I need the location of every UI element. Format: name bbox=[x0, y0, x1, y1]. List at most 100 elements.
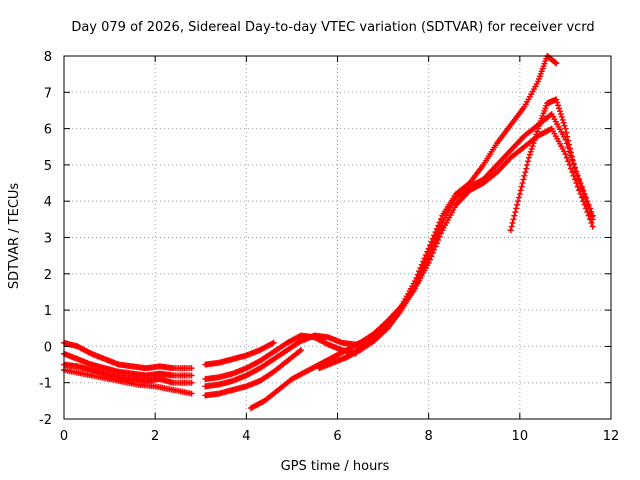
data-point bbox=[523, 165, 530, 172]
data-point bbox=[562, 151, 569, 158]
y-tick-label: 5 bbox=[44, 159, 52, 174]
x-tick-label: 10 bbox=[512, 429, 529, 444]
series-arc-1 bbox=[61, 339, 195, 372]
data-point bbox=[437, 223, 444, 230]
y-tick-label: 8 bbox=[44, 50, 52, 65]
data-point bbox=[553, 60, 560, 67]
series-arc-3 bbox=[61, 361, 195, 386]
x-axis-label: GPS time / hours bbox=[281, 459, 390, 474]
data-point bbox=[425, 259, 432, 266]
data-point bbox=[558, 113, 565, 120]
data-point bbox=[432, 229, 439, 236]
data-point bbox=[418, 261, 425, 268]
data-point bbox=[513, 205, 520, 212]
data-point bbox=[435, 222, 442, 229]
data-point bbox=[515, 198, 522, 205]
series-arc-8 bbox=[202, 347, 305, 399]
data-point bbox=[416, 268, 423, 275]
data-point bbox=[418, 268, 425, 275]
series-arc-7 bbox=[202, 332, 373, 390]
chart-title: Day 079 of 2026, Sidereal Day-to-day VTE… bbox=[71, 20, 594, 35]
data-point bbox=[517, 187, 524, 194]
data-point bbox=[570, 161, 577, 168]
data-point bbox=[533, 131, 540, 138]
data-point bbox=[525, 154, 532, 161]
data-point bbox=[421, 262, 428, 269]
data-point bbox=[425, 245, 432, 252]
data-point bbox=[518, 183, 525, 190]
data-point bbox=[422, 259, 429, 266]
data-point bbox=[429, 242, 436, 249]
data-point bbox=[520, 176, 527, 183]
data-point bbox=[567, 149, 574, 156]
data-marks bbox=[61, 53, 596, 412]
data-point bbox=[556, 105, 563, 112]
y-tick-label: 0 bbox=[44, 340, 52, 355]
data-point bbox=[508, 223, 515, 230]
data-point bbox=[559, 116, 566, 123]
data-point bbox=[563, 154, 570, 161]
data-point bbox=[421, 255, 428, 262]
data-point bbox=[553, 96, 560, 103]
data-point bbox=[534, 128, 541, 135]
data-point bbox=[554, 99, 561, 106]
data-point bbox=[188, 365, 195, 372]
data-point bbox=[563, 129, 570, 136]
data-point bbox=[564, 133, 571, 140]
data-point bbox=[556, 108, 563, 115]
data-point bbox=[432, 236, 439, 243]
data-point bbox=[420, 265, 427, 272]
x-tick-label: 6 bbox=[333, 429, 341, 444]
data-point bbox=[433, 233, 440, 240]
data-point bbox=[511, 212, 518, 219]
data-point bbox=[557, 111, 564, 118]
y-axis-label: SDTVAR / TECUs bbox=[7, 183, 22, 290]
data-point bbox=[437, 230, 444, 237]
data-point bbox=[566, 141, 573, 148]
data-point bbox=[433, 240, 440, 247]
data-point bbox=[427, 242, 434, 249]
y-tick-label: -1 bbox=[39, 377, 52, 392]
data-point bbox=[510, 216, 517, 223]
y-tick-label: 2 bbox=[44, 268, 52, 283]
series-arc-2 bbox=[61, 350, 195, 379]
data-point bbox=[569, 157, 576, 164]
data-point bbox=[428, 253, 435, 260]
data-point bbox=[530, 140, 537, 147]
data-point bbox=[424, 255, 431, 262]
data-point bbox=[569, 169, 576, 176]
data-point bbox=[588, 219, 595, 226]
data-point bbox=[561, 122, 568, 129]
data-point bbox=[516, 190, 523, 197]
data-point bbox=[413, 274, 420, 281]
data-point bbox=[270, 339, 277, 346]
data-point bbox=[552, 59, 559, 66]
y-axis: -2 -1 0 1 2 3 4 5 6 7 8 bbox=[39, 50, 611, 428]
data-point bbox=[566, 145, 573, 152]
data-point bbox=[188, 372, 195, 379]
data-point bbox=[515, 194, 522, 201]
data-point bbox=[560, 119, 567, 126]
series-arc-4 bbox=[61, 366, 195, 397]
data-point bbox=[528, 145, 535, 152]
y-tick-label: 7 bbox=[44, 86, 52, 101]
data-point bbox=[431, 232, 438, 239]
data-point bbox=[427, 256, 434, 263]
series-arc-12 bbox=[507, 96, 596, 234]
x-axis: 0 2 4 6 8 10 12 bbox=[60, 56, 619, 444]
data-point bbox=[562, 125, 569, 132]
data-point bbox=[437, 215, 444, 222]
data-point bbox=[435, 237, 442, 244]
data-point bbox=[568, 153, 575, 160]
y-tick-label: -2 bbox=[39, 413, 52, 428]
data-point bbox=[422, 251, 429, 258]
data-point bbox=[555, 102, 562, 109]
series-arc-5 bbox=[202, 339, 277, 368]
data-point bbox=[514, 201, 521, 208]
series-arc-11 bbox=[343, 53, 560, 361]
data-point bbox=[512, 209, 519, 216]
data-point bbox=[525, 158, 532, 165]
data-point bbox=[188, 379, 195, 386]
data-point bbox=[425, 252, 432, 259]
